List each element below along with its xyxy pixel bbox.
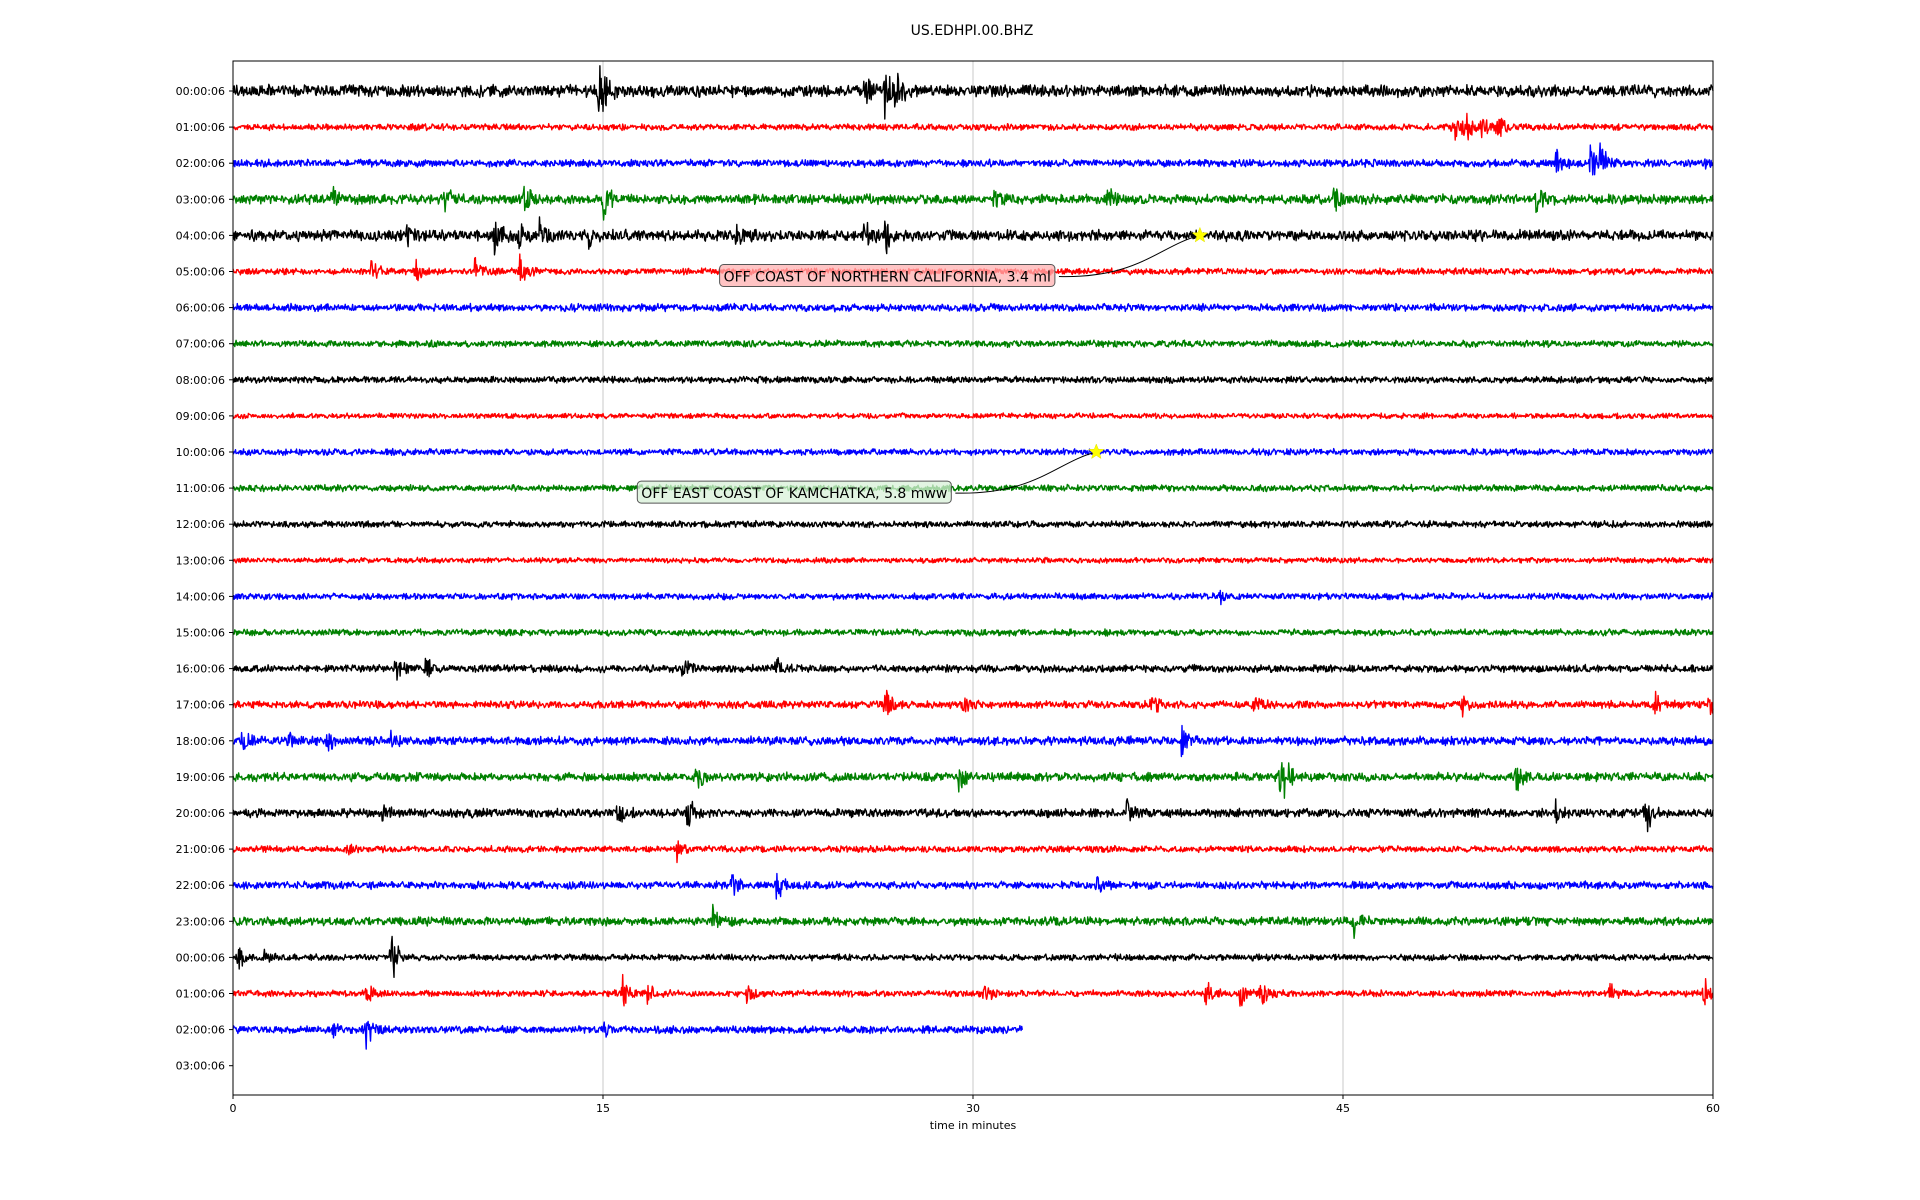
- trace-line: [232, 903, 1714, 939]
- grid-lines: [602, 61, 1344, 1095]
- y-tick-label: 01:00:06: [176, 121, 225, 134]
- x-tick-label: 30: [966, 1102, 980, 1115]
- trace-line: [232, 556, 1714, 564]
- y-tick-label: 21:00:06: [176, 843, 225, 856]
- y-axis-ticks: 00:00:06 01:00:06 02:00:06 03:00:06 04:00:06…: [176, 85, 233, 1073]
- trace-line: [232, 112, 1714, 141]
- trace-line: [232, 375, 1714, 385]
- y-tick-label: 02:00:06: [176, 1024, 225, 1037]
- trace-line: [232, 142, 1714, 176]
- y-tick-label: 20:00:06: [176, 807, 225, 820]
- trace-line: [232, 872, 1714, 900]
- trace-line: [232, 412, 1714, 420]
- y-tick-label: 23:00:06: [176, 915, 225, 928]
- chart-title: US.EDHPI.00.BHZ: [911, 23, 1034, 39]
- y-tick-label: 15:00:06: [176, 627, 225, 640]
- y-tick-label: 14:00:06: [176, 590, 225, 603]
- annotation-box: [636, 480, 952, 504]
- trace-line: [232, 628, 1714, 637]
- trace-line: [232, 762, 1714, 799]
- y-tick-label: 16:00:06: [176, 663, 225, 676]
- x-tick-label: 15: [596, 1102, 610, 1115]
- event-annotations: OFF COAST OF NORTHERN CALIFORNIA, 3.4 ml…: [636, 226, 1209, 504]
- x-axis-label: time in minutes: [930, 1119, 1017, 1132]
- annotation-connector: [955, 451, 1097, 494]
- x-tick-label: 60: [1706, 1102, 1720, 1115]
- y-tick-label: 08:00:06: [176, 374, 225, 387]
- event-annotation: OFF EAST COAST OF KAMCHATKA, 5.8 mww: [636, 443, 1105, 504]
- trace-line: [232, 302, 1714, 313]
- annotation-connector: [1058, 234, 1201, 278]
- y-tick-label: 03:00:06: [176, 1060, 225, 1073]
- trace-line: [232, 973, 1714, 1007]
- y-tick-label: 19:00:06: [176, 771, 225, 784]
- trace-line: [232, 65, 1714, 120]
- y-tick-label: 10:00:06: [176, 446, 225, 459]
- trace-line: [232, 724, 1714, 758]
- trace-line: [232, 935, 1714, 978]
- y-tick-label: 17:00:06: [176, 699, 225, 712]
- trace-line: [232, 689, 1714, 718]
- annotation-box: [719, 264, 1056, 287]
- event-annotation: OFF COAST OF NORTHERN CALIFORNIA, 3.4 ml: [719, 226, 1209, 287]
- x-axis-ticks: 0 15 30 45 60: [230, 1095, 1720, 1115]
- y-tick-label: 00:00:06: [176, 951, 225, 964]
- trace-line: [232, 519, 1714, 529]
- trace-line: [232, 185, 1714, 221]
- y-tick-label: 18:00:06: [176, 735, 225, 748]
- y-tick-label: 11:00:06: [176, 482, 225, 495]
- y-tick-label: 07:00:06: [176, 338, 225, 351]
- annotation-label: OFF COAST OF NORTHERN CALIFORNIA, 3.4 ml: [724, 270, 1051, 286]
- y-tick-label: 02:00:06: [176, 157, 225, 170]
- trace-line: [232, 657, 1714, 681]
- y-tick-label: 22:00:06: [176, 879, 225, 892]
- trace-line: [232, 447, 1714, 457]
- trace-line: [232, 339, 1714, 349]
- annotation-label: OFF EAST COAST OF KAMCHATKA, 5.8 mww: [641, 486, 947, 502]
- y-tick-label: 09:00:06: [176, 410, 225, 423]
- trace-line: [232, 1020, 1023, 1050]
- trace-line: [232, 483, 1714, 493]
- y-tick-label: 05:00:06: [176, 266, 225, 279]
- x-tick-label: 0: [230, 1102, 237, 1115]
- y-tick-label: 12:00:06: [176, 518, 225, 531]
- x-tick-label: 45: [1336, 1102, 1350, 1115]
- y-tick-label: 06:00:06: [176, 302, 225, 315]
- trace-line: [232, 216, 1714, 256]
- event-star-marker: [1191, 226, 1209, 243]
- event-star-marker: [1088, 443, 1105, 460]
- y-tick-label: 00:00:06: [176, 85, 225, 98]
- y-tick-label: 13:00:06: [176, 554, 225, 567]
- trace-line: [232, 798, 1714, 833]
- traces: [232, 65, 1714, 1050]
- trace-line: [232, 840, 1714, 864]
- y-tick-label: 01:00:06: [176, 988, 225, 1001]
- y-tick-label: 04:00:06: [176, 229, 225, 242]
- trace-line: [232, 589, 1714, 606]
- y-tick-label: 03:00:06: [176, 193, 225, 206]
